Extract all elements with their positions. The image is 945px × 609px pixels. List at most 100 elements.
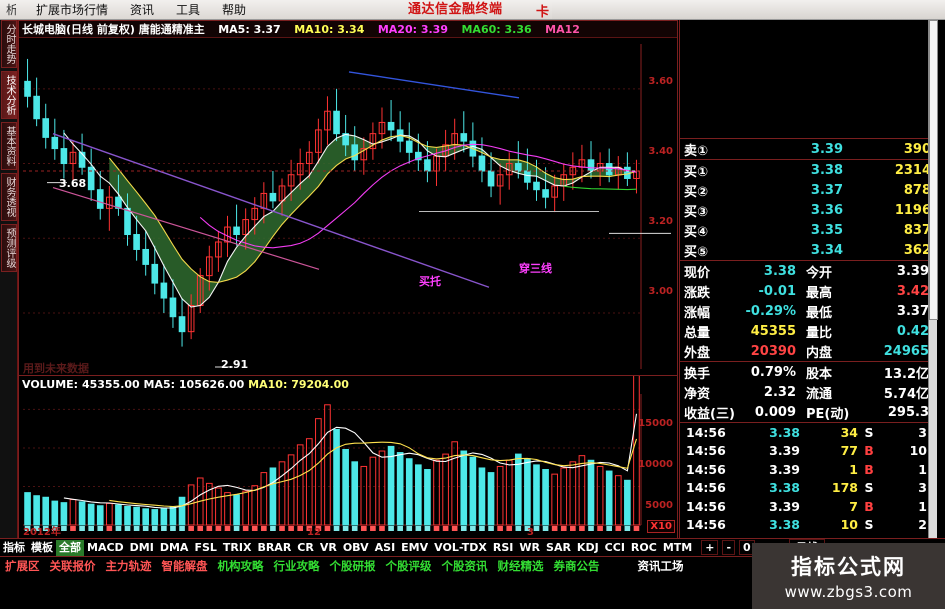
toolbar-all-button[interactable]: 全部 [56, 539, 84, 556]
menu-item-extended-market[interactable]: 扩展市场行情 [36, 3, 109, 17]
toolbar-template-menu[interactable]: 模板 [31, 540, 53, 554]
menu-item-tools[interactable]: 工具 [176, 3, 201, 17]
chart-title-bar: 长城电脑(日线 前复权) 唐能通精准主 MA5: 3.37 MA10: 3.34… [19, 21, 677, 38]
module-stock-rating[interactable]: 个股评级 [385, 559, 432, 573]
toolbar-mtm[interactable]: MTM [662, 540, 693, 554]
quote-scrollbar[interactable] [928, 20, 938, 538]
tick-row: 14:56 3.38 34 S 3 [680, 423, 937, 442]
module-stock-report[interactable]: 个股研报 [329, 559, 376, 573]
toolbar-rsi[interactable]: RSI [492, 540, 514, 554]
volume-tick-1: 15000 [638, 418, 673, 429]
date-tick-2: 12 [307, 527, 321, 538]
toolbar-cr[interactable]: CR [297, 540, 314, 554]
quote-scrollbar-thumb[interactable] [929, 20, 938, 320]
toolbar-vol-tdx[interactable]: VOL-TDX [434, 540, 487, 554]
menu-item-help[interactable]: 帮助 [222, 3, 247, 17]
module-news-factory[interactable]: 资讯工场 [637, 559, 684, 573]
toolbar-sar[interactable]: SAR [546, 540, 571, 554]
orderbook-price: 3.34 [810, 242, 843, 258]
module-stock-news[interactable]: 个股资讯 [441, 559, 488, 573]
stat-key: 涨跌 [684, 285, 711, 301]
stat-value: 20390 [750, 343, 796, 359]
zoom-in-button[interactable]: + [701, 540, 719, 555]
volume-tick-3: 5000 [645, 500, 673, 511]
orderbook-row-buy1[interactable]: 买① 3.38 2314 [680, 160, 937, 180]
tick-side: B [864, 443, 874, 459]
toolbar-kdj[interactable]: KDJ [576, 540, 599, 554]
stat-key: 涨幅 [684, 305, 711, 321]
price-candlestick-plot [23, 43, 671, 370]
stat-row-outer-inner: 外盘 20390 内盘 24965 [680, 341, 937, 361]
toolbar-obv[interactable]: OBV [342, 540, 369, 554]
module-industry-strategy[interactable]: 行业攻略 [273, 559, 320, 573]
stat-value: 2.32 [763, 384, 796, 400]
tick-qty: 7 [849, 498, 858, 514]
module-broker-announcement[interactable]: 券商公告 [553, 559, 600, 573]
toolbar-wr[interactable]: WR [519, 540, 541, 554]
signal-cross-three-lines: 穿三线 [519, 262, 552, 275]
sidebar-item-intraday[interactable]: 分时走势 [1, 20, 17, 68]
toolbar-indicator-menu[interactable]: 指标 [3, 540, 25, 554]
sidebar-item-forecast-rating[interactable]: 预测评级 [1, 224, 17, 272]
module-institution-strategy[interactable]: 机构攻略 [217, 559, 264, 573]
volume-ma10: MA10: 79204.00 [248, 378, 349, 391]
module-smart-analysis[interactable]: 智能解盘 [161, 559, 208, 573]
tick-qty: 34 [840, 424, 858, 440]
toolbar-dma[interactable]: DMA [159, 540, 189, 554]
stat-value-2: 3.37 [896, 303, 929, 319]
orderbook-row-buy5[interactable]: 买⑤ 3.34 362 [680, 240, 937, 260]
sidebar-item-financials[interactable]: 财务透视 [1, 173, 17, 221]
toolbar-vr[interactable]: VR [319, 540, 337, 554]
stat-key: 收益(三) [684, 406, 735, 422]
orderbook-price: 3.38 [810, 162, 843, 178]
sidebar-item-fundamentals[interactable]: 基本资料 [1, 122, 17, 170]
price-chart-pane[interactable]: 3.60 3.40 3.20 3.00 3.68 2.91 买托 穿三线 用到未… [19, 38, 677, 376]
module-finance-selection[interactable]: 财经精选 [497, 559, 544, 573]
toolbar-cci[interactable]: CCI [604, 540, 625, 554]
zoom-out-button[interactable]: - [722, 540, 736, 555]
stat-key-2: PE(动) [806, 406, 850, 422]
volume-ma5: MA5: 105626.00 [143, 378, 245, 391]
price-tick-2: 3.40 [648, 146, 673, 157]
watermark-title: 指标公式网 [791, 555, 906, 579]
stat-value: 45355 [750, 323, 796, 339]
chart-area[interactable]: 长城电脑(日线 前复权) 唐能通精准主 MA5: 3.37 MA10: 3.34… [18, 20, 678, 539]
toolbar-emv[interactable]: EMV [401, 540, 429, 554]
module-main-force-track[interactable]: 主力轨迹 [105, 559, 152, 573]
tick-qty: 178 [831, 480, 858, 496]
future-data-warning: 用到未来数据 [23, 362, 89, 375]
tick-side: S [864, 424, 874, 440]
toolbar-asi[interactable]: ASI [374, 540, 396, 554]
tick-side: B [864, 498, 874, 514]
volume-chart-pane[interactable]: VOLUME: 45355.00 MA5: 105626.00 MA10: 79… [19, 376, 677, 539]
menu-bar: 析 扩展市场行情 资讯 工具 帮助 [0, 0, 552, 20]
orderbook-row-buy4[interactable]: 买④ 3.35 837 [680, 220, 937, 240]
sidebar-item-technical[interactable]: 技术分析 [1, 71, 17, 119]
tick-side: B [864, 461, 874, 477]
toolbar-brar[interactable]: BRAR [257, 540, 292, 554]
menu-item-clipped[interactable]: 析 [6, 3, 16, 17]
tick-count: 10 [909, 443, 927, 459]
orderbook-price: 3.37 [810, 182, 843, 198]
menu-item-news[interactable]: 资讯 [130, 3, 155, 17]
orderbook-row-buy2[interactable]: 买② 3.37 878 [680, 180, 937, 200]
toolbar-roc[interactable]: ROC [630, 540, 657, 554]
tick-row: 14:56 3.38 178 S 3 [680, 479, 937, 498]
module-extended-zone[interactable]: 扩展区 [5, 559, 40, 573]
toolbar-trix[interactable]: TRIX [222, 540, 252, 554]
volume-scale-badge: X10 [647, 520, 675, 533]
orderbook-qty: 390 [903, 141, 931, 157]
module-linked-quotes[interactable]: 关联报价 [49, 559, 96, 573]
divider [680, 260, 937, 261]
toolbar-dmi[interactable]: DMI [129, 540, 154, 554]
watermark-overlay: 指标公式网 www.zbgs3.com [752, 543, 945, 609]
chart-symbol-title: 长城电脑(日线 前复权) 唐能通精准主 [22, 23, 205, 36]
toolbar-macd[interactable]: MACD [87, 540, 124, 554]
date-tick-1: 2012年 [23, 527, 61, 538]
toolbar-fsl[interactable]: FSL [194, 540, 217, 554]
orderbook-row-buy3[interactable]: 买③ 3.36 1196 [680, 200, 937, 220]
tick-price: 3.39 [769, 461, 800, 477]
stat-value-2: 0.42 [896, 323, 929, 339]
orderbook-row-sell1[interactable]: 卖① 3.39 390 [680, 139, 937, 159]
stat-value-2: 13.2亿 [883, 366, 929, 382]
